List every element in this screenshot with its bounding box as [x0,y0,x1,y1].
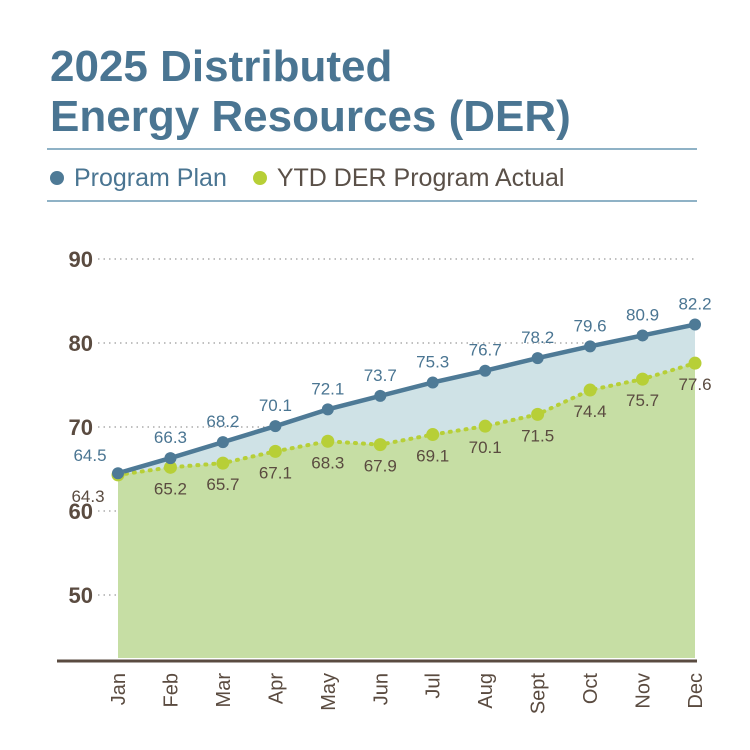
actual-point-dec [688,356,702,370]
actual-point-jul [426,428,440,442]
actual-label-may: 68.3 [311,453,344,472]
actual-point-apr [268,444,282,458]
legend-actual-label: YTD DER Program Actual [276,163,565,192]
actual-area [118,363,695,658]
actual-point-oct [583,383,597,397]
plan-label-aug: 76.7 [469,341,502,360]
plan-label-jul: 75.3 [416,352,449,371]
x-tick-label-oct: Oct [580,673,602,705]
legend-plan-dot-icon [50,171,64,185]
legend-item-actual: YTD DER Program Actual [252,163,565,193]
x-tick-label-nov: Nov [633,673,655,709]
x-tick-label-dec: Dec [685,673,707,709]
legend-divider [47,200,697,202]
plan-point-sept [531,352,544,365]
x-tick-label-feb: Feb [160,673,182,707]
y-tick-label-60: 60 [69,499,93,524]
actual-series-line [116,361,697,477]
actual-label-jul: 69.1 [416,447,449,466]
actual-point-aug [478,419,492,433]
x-tick-label-mar: Mar [213,673,235,708]
x-tick-label-aug: Aug [475,673,497,709]
plan-point-mar [216,436,229,449]
actual-label-jan: 64.3 [71,487,104,506]
actual-label-aug: 70.1 [469,438,502,457]
actual-point-nov [636,372,650,386]
actual-label-mar: 65.7 [206,475,239,494]
plan-point-jun [374,389,387,402]
plan-label-feb: 66.3 [154,428,187,447]
plan-label-dec: 82.2 [678,295,711,314]
legend: Program Plan YTD DER Program Actual [50,160,564,196]
actual-label-sept: 71.5 [521,426,554,445]
actual-label-dec: 77.6 [678,375,711,394]
plan-point-oct [584,340,597,353]
title-divider [47,148,697,150]
plan-series-line [117,322,696,476]
plan-label-sept: 78.2 [521,328,554,347]
x-tick-label-jun: Jun [370,673,392,705]
actual-point-feb [163,460,177,474]
plan-point-dec [689,318,701,331]
y-tick-label-80: 80 [69,331,93,356]
actual-point-jun [373,438,387,452]
plan-point-apr [269,420,282,433]
actual-label-oct: 74.4 [574,402,607,421]
plan-label-apr: 70.1 [259,396,292,415]
actual-point-may [321,434,335,448]
actual-label-feb: 65.2 [154,479,187,498]
plan-point-jan [112,467,124,480]
chart-title: 2025 Distributed Energy Resources (DER) [50,42,710,142]
plan-point-feb [164,452,177,465]
y-tick-label-70: 70 [69,415,93,440]
plan-label-jun: 73.7 [364,366,397,385]
legend-item-plan: Program Plan [50,164,227,193]
plan-label-jan: 64.5 [73,446,106,465]
plan-point-aug [479,364,492,377]
x-tick-label-jan: Jan [108,673,130,705]
y-tick-label-90: 90 [69,247,93,272]
plan-label-nov: 80.9 [626,305,659,324]
actual-label-nov: 75.7 [626,391,659,410]
actual-label-apr: 67.1 [259,463,292,482]
legend-plan-label: Program Plan [74,163,227,192]
chart-title-line-2: Energy Resources (DER) [50,92,571,141]
plan-label-oct: 79.6 [574,316,607,335]
plan-point-may [321,403,334,416]
y-tick-label-50: 50 [69,583,93,608]
plan-point-nov [636,329,649,342]
x-tick-label-apr: Apr [265,673,287,704]
plan-label-may: 72.1 [311,379,344,398]
actual-point-sept [531,407,545,421]
chart-title-line-1: 2025 Distributed [50,42,393,91]
legend-actual-dot-icon [252,171,267,185]
actual-label-jun: 67.9 [364,457,397,476]
x-tick-label-may: May [318,673,340,711]
plan-point-jul [426,376,439,389]
x-tick-label-jul: Jul [423,673,445,699]
plan-label-mar: 68.2 [206,412,239,431]
x-tick-label-sept: Sept [528,673,550,715]
actual-point-mar [216,456,230,470]
